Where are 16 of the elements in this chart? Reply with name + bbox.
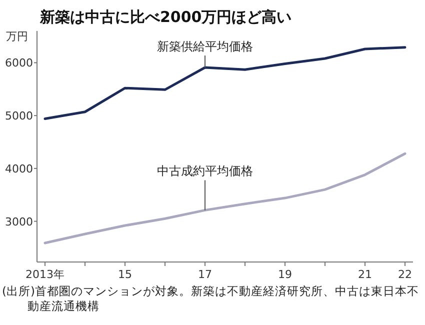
- line-series: [44, 152, 406, 244]
- x-tick-label: 17: [198, 268, 212, 281]
- y-tick-label: 3000: [5, 215, 33, 228]
- y-axis-title: 万円: [6, 30, 28, 43]
- x-tick-label: 2013年: [26, 268, 64, 281]
- y-tick-label: 6000: [5, 56, 33, 70]
- x-tick-label: 22: [398, 268, 412, 281]
- x-tick-label: 19: [278, 268, 292, 281]
- series-label: 新築供給平均価格: [157, 39, 253, 54]
- chart-title: 新築は中古に比べ2000万円ほど高い: [39, 8, 292, 26]
- text: (出所)首都圏のマンションが対象。新築は不動産経済研究所、中古は東日本不動産流通機構: [2, 284, 420, 314]
- y-tick-label: 4000: [5, 162, 33, 176]
- x-tick-label: 21: [358, 268, 372, 281]
- text: 中古成約平均価格: [157, 164, 253, 178]
- y-tick-label: 5000: [5, 110, 33, 123]
- x-tick-label: 15: [118, 268, 132, 281]
